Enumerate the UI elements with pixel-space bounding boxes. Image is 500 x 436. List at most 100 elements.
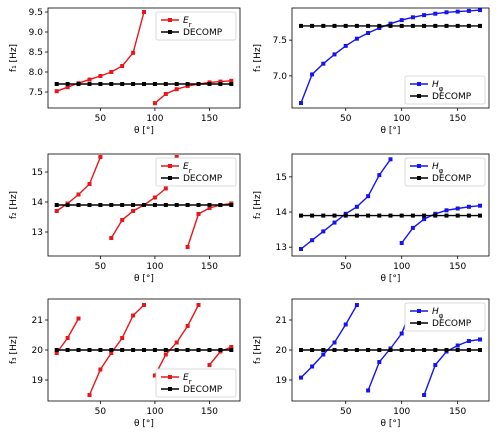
- data-point-blue: [366, 31, 371, 35]
- data-point-red: [109, 70, 114, 74]
- y-axis-label: f₁ [Hz]: [253, 44, 263, 72]
- y-tick-label: 15: [32, 168, 43, 178]
- data-point-blue: [410, 15, 415, 20]
- y-axis-label: f₁ [Hz]: [9, 44, 19, 72]
- x-axis-label: θ [°]: [381, 126, 401, 136]
- data-point-black: [152, 82, 157, 86]
- data-point-blue: [455, 206, 460, 211]
- data-point-red: [87, 393, 92, 397]
- legend-swatch-marker: [417, 309, 421, 313]
- data-point-blue: [399, 18, 404, 23]
- data-point-black: [478, 348, 482, 352]
- data-point-black: [444, 348, 449, 352]
- y-tick-label: 9.0: [29, 28, 44, 38]
- data-point-red: [207, 206, 212, 210]
- x-axis-label: θ [°]: [381, 274, 401, 284]
- legend-label: Hφ: [432, 162, 444, 175]
- legend-box: [155, 368, 237, 398]
- data-point-black: [218, 82, 223, 86]
- data-point-black: [76, 203, 81, 207]
- data-point-black: [399, 23, 404, 28]
- x-tick-label: 50: [95, 407, 107, 417]
- data-point-blue: [455, 9, 460, 14]
- data-point-black: [310, 23, 315, 28]
- data-point-black: [399, 348, 404, 352]
- legend-label: DECOMP: [432, 319, 472, 329]
- y-tick-label: 15: [276, 173, 287, 183]
- data-point-red: [218, 79, 223, 84]
- x-tick-label: 150: [201, 407, 218, 417]
- data-point-black: [196, 348, 201, 352]
- data-point-black: [466, 213, 471, 218]
- data-point-red: [131, 50, 136, 55]
- data-point-blue: [343, 322, 348, 327]
- data-point-blue: [310, 238, 315, 243]
- data-point-black: [388, 23, 393, 28]
- x-tick-label: 100: [393, 407, 410, 417]
- data-point-blue: [343, 43, 348, 48]
- axes-frame: [291, 153, 490, 257]
- data-point-red: [163, 352, 168, 357]
- data-point-black: [109, 82, 114, 86]
- data-point-black: [399, 213, 404, 218]
- axes-frame: [291, 7, 490, 109]
- data-point-red: [87, 182, 92, 186]
- data-point-red: [120, 336, 125, 340]
- y-axis-label: f₂ [Hz]: [253, 191, 263, 219]
- legend-label: Er: [183, 373, 192, 386]
- legend-label: DECOMP: [183, 28, 223, 38]
- data-point-black: [196, 203, 201, 207]
- y-tick-label: 21: [32, 316, 43, 326]
- data-point-red: [174, 87, 179, 92]
- data-point-black: [229, 348, 234, 352]
- data-point-blue: [455, 343, 460, 348]
- y-tick-label: 7.5: [273, 36, 287, 46]
- data-point-blue: [321, 61, 326, 66]
- data-point-black: [354, 23, 359, 28]
- data-point-red: [174, 155, 179, 159]
- data-point-blue: [332, 220, 337, 225]
- y-tick-label: 20: [32, 346, 44, 356]
- legend-swatch-marker: [417, 176, 421, 180]
- data-point-blue: [310, 364, 315, 369]
- data-point-blue: [310, 72, 315, 77]
- data-point-black: [174, 82, 179, 86]
- legend-swatch-marker: [168, 30, 172, 34]
- plot-area: [299, 8, 482, 105]
- plot-area: [54, 155, 234, 249]
- data-point-blue: [433, 363, 438, 367]
- data-point-black: [207, 348, 212, 352]
- series-line-red-2: [186, 202, 232, 248]
- y-tick-label: 21: [276, 316, 287, 326]
- data-point-black: [332, 348, 337, 352]
- data-point-blue: [354, 36, 359, 41]
- data-point-red: [185, 324, 190, 328]
- data-point-black: [366, 348, 371, 352]
- data-point-red: [174, 340, 179, 345]
- data-point-black: [54, 348, 59, 352]
- data-point-blue: [299, 247, 303, 251]
- x-tick-label: 50: [340, 114, 352, 124]
- y-tick-label: 20: [276, 346, 288, 356]
- data-point-black: [98, 82, 103, 86]
- data-point-red: [54, 89, 59, 94]
- data-point-black: [109, 348, 114, 352]
- data-point-black: [444, 23, 449, 28]
- plot-area: [299, 157, 482, 251]
- y-tick-label: 14: [32, 198, 44, 208]
- data-point-black: [466, 23, 471, 28]
- y-tick-label: 8.5: [29, 48, 43, 58]
- x-tick-label: 150: [449, 407, 466, 417]
- data-point-red: [98, 74, 103, 78]
- data-point-red: [142, 303, 146, 307]
- data-point-black: [343, 23, 348, 28]
- data-point-red: [54, 351, 59, 355]
- data-point-blue: [466, 204, 471, 209]
- data-point-black: [388, 213, 393, 218]
- data-point-black: [142, 348, 146, 352]
- y-axis-label: f₂ [Hz]: [9, 191, 19, 219]
- y-tick-label: 7.0: [273, 72, 288, 82]
